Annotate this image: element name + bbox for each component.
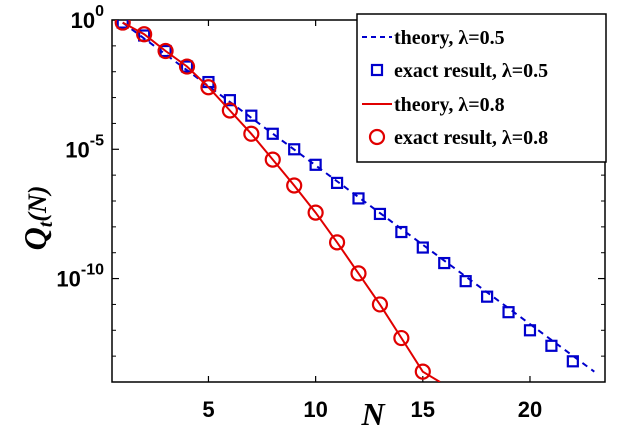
data-point-circle — [264, 151, 281, 168]
data-point-circle — [414, 363, 431, 380]
data-point-square — [266, 127, 279, 140]
data-point-square — [566, 355, 579, 368]
x-tick-label: 20 — [518, 397, 542, 422]
plot-series — [114, 20, 595, 382]
data-point-square — [438, 256, 451, 270]
data-point-square — [180, 60, 194, 73]
y-axis-label-main: Q — [17, 227, 53, 250]
data-point-square — [223, 94, 236, 107]
data-point-circle — [328, 234, 346, 251]
data-point-square — [481, 290, 494, 303]
legend-entries: theory, λ=0.5 exact result, λ=0.5 theory, … — [362, 27, 548, 149]
legend-swatch-square — [370, 63, 384, 77]
legend-label: theory, λ=0.5 — [394, 27, 505, 49]
data-point-square — [245, 109, 258, 122]
y-tick-label: 10-10 — [56, 262, 104, 292]
series-line-0 — [122, 21, 595, 373]
data-point-square — [545, 339, 558, 352]
data-point-square — [373, 207, 387, 221]
data-point-circle — [393, 329, 410, 347]
x-axis-label: N — [360, 396, 386, 429]
x-tick-label: 15 — [411, 397, 435, 422]
data-point-circle — [157, 42, 174, 60]
x-tick-label: 10 — [303, 397, 327, 422]
legend-swatch-circle — [368, 128, 386, 146]
data-point-circle — [200, 79, 217, 96]
data-point-circle — [178, 58, 196, 75]
y-tick-label: 10-5 — [65, 132, 104, 162]
legend: theory, λ=0.5 exact result, λ=0.5 theory, … — [356, 13, 607, 163]
data-point-circle — [221, 102, 238, 119]
data-point-square — [416, 241, 429, 254]
data-point-circle — [114, 20, 131, 31]
x-tick-label: 5 — [202, 397, 214, 422]
legend-label: theory, λ=0.8 — [394, 94, 505, 116]
svg-text:Qt(N): Qt(N) — [17, 186, 57, 251]
data-point-square — [502, 306, 515, 319]
y-axis-label-paren: (N) — [23, 186, 52, 222]
data-point-square — [116, 20, 129, 29]
y-axis-label: Qt(N) — [17, 186, 57, 251]
plot-area — [114, 20, 595, 382]
y-tick-label: 100 — [71, 3, 104, 33]
legend-label: exact result, λ=0.5 — [394, 60, 548, 82]
data-point-square — [309, 158, 322, 171]
data-point-circle — [286, 177, 303, 194]
data-point-square — [395, 225, 408, 239]
data-point-square — [459, 275, 472, 288]
data-point-circle — [307, 204, 324, 221]
data-point-square — [159, 44, 172, 58]
legend-label: exact result, λ=0.8 — [394, 127, 548, 149]
data-point-circle — [350, 265, 367, 282]
legend-box — [356, 13, 607, 163]
data-point-circle — [243, 125, 260, 142]
data-point-square — [523, 324, 537, 337]
axis-ticks: 5 10 15 20 100 10-5 10-10 — [56, 3, 605, 422]
y-axis-label-sub: t — [35, 220, 57, 227]
series-line-2 — [122, 21, 441, 382]
data-point-square — [352, 192, 365, 205]
data-point-circle — [136, 26, 153, 43]
data-point-square — [330, 176, 344, 189]
data-point-square — [288, 143, 301, 156]
data-point-circle — [371, 296, 389, 313]
